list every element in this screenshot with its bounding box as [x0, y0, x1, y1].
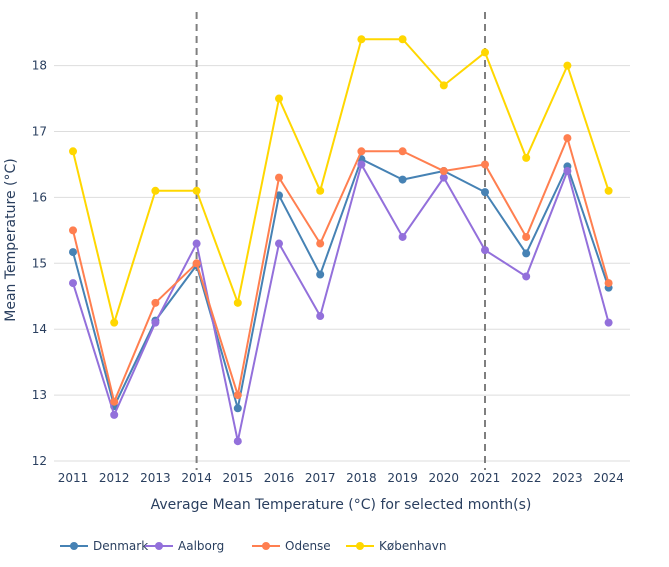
data-point[interactable] — [522, 272, 531, 281]
data-point[interactable] — [316, 312, 325, 321]
gridlines — [54, 65, 630, 462]
data-point[interactable] — [398, 147, 407, 156]
data-point[interactable] — [398, 175, 407, 184]
data-point[interactable] — [151, 186, 160, 195]
legend-label: København — [379, 539, 446, 553]
legend-marker-swatch — [262, 542, 270, 550]
data-point[interactable] — [233, 391, 242, 400]
legend-item[interactable]: København — [346, 539, 446, 553]
y-axis-ticks: 12 13 14 15 16 17 18 — [32, 59, 47, 468]
series-layer — [69, 35, 613, 446]
data-point[interactable] — [110, 318, 119, 327]
data-point[interactable] — [192, 259, 201, 268]
x-tick-label: 2011 — [58, 471, 89, 485]
data-point[interactable] — [69, 147, 77, 156]
data-point[interactable] — [316, 186, 325, 195]
data-point[interactable] — [439, 167, 448, 176]
data-point[interactable] — [316, 239, 325, 248]
data-point[interactable] — [439, 173, 448, 182]
data-point[interactable] — [233, 298, 242, 307]
x-tick-label: 2018 — [346, 471, 377, 485]
legend-marker-swatch — [70, 542, 78, 550]
data-point[interactable] — [604, 318, 613, 327]
series-line — [72, 38, 610, 324]
x-tick-label: 2021 — [470, 471, 501, 485]
x-tick-label: 2024 — [593, 471, 624, 485]
data-point[interactable] — [110, 397, 119, 406]
data-point[interactable] — [398, 35, 407, 44]
y-tick-label: 17 — [32, 125, 47, 139]
x-tick-label: 2012 — [99, 471, 130, 485]
data-point[interactable] — [439, 81, 448, 90]
data-point[interactable] — [481, 160, 489, 169]
y-axis-title: Mean Temperature (°C) — [3, 158, 19, 321]
data-point[interactable] — [110, 410, 119, 419]
x-tick-label: 2019 — [387, 471, 418, 485]
series-1 — [69, 160, 613, 446]
data-point[interactable] — [522, 232, 531, 241]
data-point[interactable] — [275, 173, 283, 182]
legend-label: Denmark — [93, 539, 148, 553]
y-tick-label: 13 — [32, 388, 47, 402]
legend-label: Odense — [285, 539, 331, 553]
data-point[interactable] — [233, 404, 242, 413]
data-point[interactable] — [481, 48, 489, 57]
x-tick-label: 2020 — [429, 471, 460, 485]
y-tick-label: 12 — [32, 454, 47, 468]
x-tick-label: 2016 — [264, 471, 295, 485]
data-point[interactable] — [563, 134, 572, 143]
data-point[interactable] — [357, 147, 366, 156]
data-point[interactable] — [316, 270, 325, 279]
y-tick-label: 18 — [32, 59, 47, 73]
x-tick-label: 2022 — [511, 471, 542, 485]
data-point[interactable] — [398, 232, 407, 241]
legend-marker-swatch — [155, 542, 163, 550]
y-tick-label: 15 — [32, 256, 47, 270]
data-point[interactable] — [357, 160, 366, 169]
series-3 — [69, 35, 613, 327]
series-line — [72, 137, 610, 403]
data-point[interactable] — [563, 167, 572, 176]
y-tick-label: 16 — [32, 190, 47, 204]
legend[interactable]: Denmark Aalborg Odense København — [60, 539, 446, 553]
legend-item[interactable]: Denmark — [60, 539, 148, 553]
data-point[interactable] — [481, 246, 489, 255]
series-line — [72, 163, 610, 443]
legend-marker-swatch — [356, 542, 364, 550]
y-tick-label: 14 — [32, 322, 47, 336]
x-tick-label: 2013 — [140, 471, 171, 485]
legend-item[interactable]: Odense — [252, 539, 331, 553]
data-point[interactable] — [69, 226, 77, 235]
data-point[interactable] — [522, 249, 531, 258]
data-point[interactable] — [604, 186, 613, 195]
data-point[interactable] — [192, 186, 201, 195]
x-tick-label: 2015 — [223, 471, 254, 485]
data-point[interactable] — [522, 153, 531, 162]
data-point[interactable] — [275, 239, 283, 248]
x-axis-title: Average Mean Temperature (°C) for select… — [151, 497, 532, 513]
legend-item[interactable]: Aalborg — [145, 539, 224, 553]
data-point[interactable] — [151, 298, 160, 307]
series-2 — [69, 134, 613, 406]
series-0 — [69, 155, 613, 413]
data-point[interactable] — [604, 279, 613, 288]
data-point[interactable] — [69, 248, 77, 257]
legend-label: Aalborg — [178, 539, 224, 553]
data-point[interactable] — [233, 437, 242, 446]
x-tick-label: 2023 — [552, 471, 583, 485]
x-axis-ticks: 2011 2012 2013 2014 2015 2016 2017 2018 2019 2020… — [58, 471, 624, 485]
data-point[interactable] — [192, 239, 201, 248]
x-tick-label: 2014 — [181, 471, 212, 485]
data-point[interactable] — [481, 188, 489, 197]
data-point[interactable] — [151, 318, 160, 327]
data-point[interactable] — [357, 35, 366, 44]
x-tick-label: 2017 — [305, 471, 336, 485]
data-point[interactable] — [275, 94, 283, 103]
data-point[interactable] — [563, 61, 572, 70]
data-point[interactable] — [69, 279, 77, 288]
